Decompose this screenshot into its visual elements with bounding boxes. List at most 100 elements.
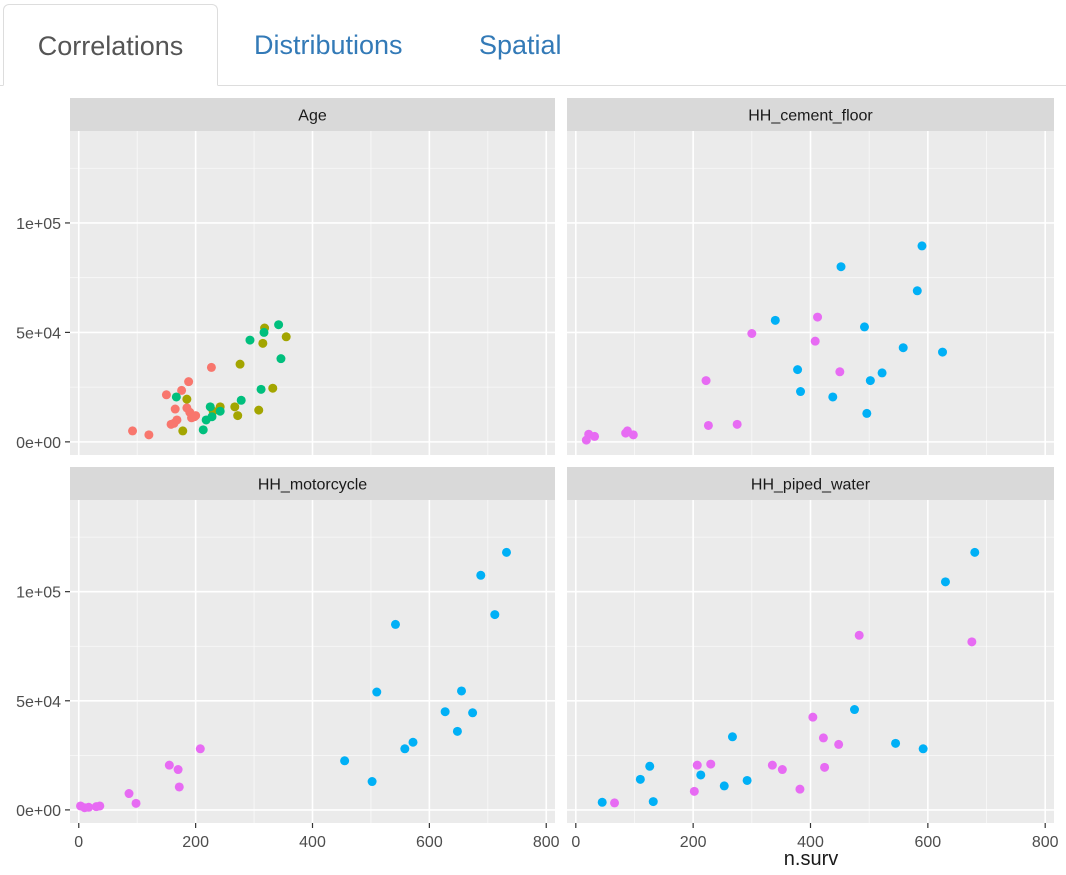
data-point	[281, 332, 291, 342]
x-tick-label: 400	[299, 834, 326, 851]
data-point	[719, 781, 729, 791]
tab-bar-divider	[0, 85, 1066, 86]
facet-panel: HH_cement_floor	[567, 98, 1054, 455]
data-point	[648, 797, 658, 807]
data-point	[912, 286, 922, 296]
data-point	[235, 359, 245, 369]
data-point	[854, 630, 864, 640]
data-point	[184, 377, 194, 387]
data-point	[205, 402, 215, 412]
data-point	[245, 335, 255, 345]
data-point	[191, 411, 201, 421]
data-point	[457, 686, 467, 696]
data-point	[850, 705, 860, 715]
data-point	[938, 347, 948, 357]
x-tick-label: 0	[571, 834, 580, 851]
data-point	[400, 744, 410, 754]
data-point	[198, 425, 208, 435]
data-point	[859, 322, 869, 332]
data-point	[813, 312, 823, 322]
data-point	[796, 387, 806, 397]
data-point	[372, 687, 382, 697]
data-point	[747, 329, 757, 338]
data-point	[891, 738, 901, 748]
data-point	[367, 777, 377, 787]
data-point	[254, 405, 264, 415]
data-point	[795, 784, 805, 794]
x-tick-label: 200	[182, 834, 209, 851]
data-point	[173, 765, 183, 775]
data-point	[836, 262, 846, 272]
tab-spatial[interactable]: Spatial	[479, 30, 562, 60]
data-point	[177, 385, 187, 395]
faceted-scatter-chart: Age 0e+00 5e+04 1e+05 HH_cement_floor HH_moto…	[16, 98, 1059, 870]
data-point	[818, 733, 828, 743]
data-point	[131, 798, 141, 808]
data-point	[628, 430, 638, 440]
facet-panel: Age 0e+00 5e+04 1e+05	[16, 98, 555, 455]
data-point	[274, 320, 284, 330]
x-tick-label: 600	[416, 834, 443, 851]
data-point	[706, 759, 716, 769]
data-point	[967, 637, 977, 647]
data-point	[124, 789, 134, 799]
y-tick-label: 1e+05	[16, 216, 61, 233]
facet-strip	[70, 467, 555, 500]
data-point	[174, 782, 184, 792]
data-point	[940, 577, 950, 587]
data-point	[468, 708, 478, 718]
data-point	[727, 732, 737, 742]
data-point	[195, 744, 205, 754]
data-point	[84, 802, 94, 812]
tab-correlations[interactable]: Correlations	[3, 4, 218, 86]
data-point	[810, 336, 820, 346]
data-point	[835, 367, 845, 377]
data-point	[276, 354, 286, 364]
facet-strip-label: HH_motorcycle	[258, 477, 367, 494]
data-point	[696, 770, 706, 780]
data-point	[268, 383, 278, 393]
data-point	[834, 739, 844, 749]
data-point	[898, 343, 908, 353]
data-point	[207, 412, 217, 422]
data-point	[865, 376, 875, 386]
data-point	[476, 570, 486, 580]
data-point	[178, 426, 188, 436]
y-tick-label: 0e+00	[16, 435, 61, 452]
facet-panel: HH_piped_water 0 200 400 600 800	[567, 467, 1059, 851]
x-tick-label: 800	[533, 834, 560, 851]
tab-bar: Correlations Distributions Spatial	[0, 0, 1066, 86]
facet-strip-label: Age	[298, 108, 327, 125]
data-point	[390, 619, 400, 629]
data-point	[590, 431, 600, 441]
x-tick-label: 0	[74, 834, 83, 851]
data-point	[502, 547, 511, 557]
data-point	[597, 797, 607, 807]
data-point	[808, 712, 818, 722]
y-tick-label: 1e+05	[16, 585, 61, 602]
data-point	[452, 726, 462, 736]
data-point	[777, 765, 787, 775]
data-point	[236, 395, 246, 405]
data-point	[703, 420, 713, 430]
data-point	[95, 801, 105, 811]
data-point	[490, 610, 500, 620]
data-point	[610, 798, 620, 808]
tab-distributions[interactable]: Distributions	[254, 30, 403, 60]
data-point	[862, 408, 872, 418]
y-tick-label: 5e+04	[16, 325, 61, 342]
data-point	[918, 744, 928, 754]
data-point	[233, 411, 243, 421]
data-point	[742, 775, 752, 785]
y-tick-label: 0e+00	[16, 803, 61, 820]
data-point	[206, 362, 216, 372]
facet-panel: HH_motorcycle 0e+00 5e+04 1e+05 0 200 400 600 80…	[16, 467, 560, 851]
facet-strip-label: HH_piped_water	[751, 477, 871, 494]
facet-strip	[567, 98, 1054, 131]
x-tick-label: 600	[914, 834, 941, 851]
x-tick-label: 800	[1032, 834, 1059, 851]
data-point	[170, 404, 180, 414]
data-point	[171, 392, 181, 402]
data-point	[877, 368, 887, 378]
data-point	[635, 774, 645, 784]
